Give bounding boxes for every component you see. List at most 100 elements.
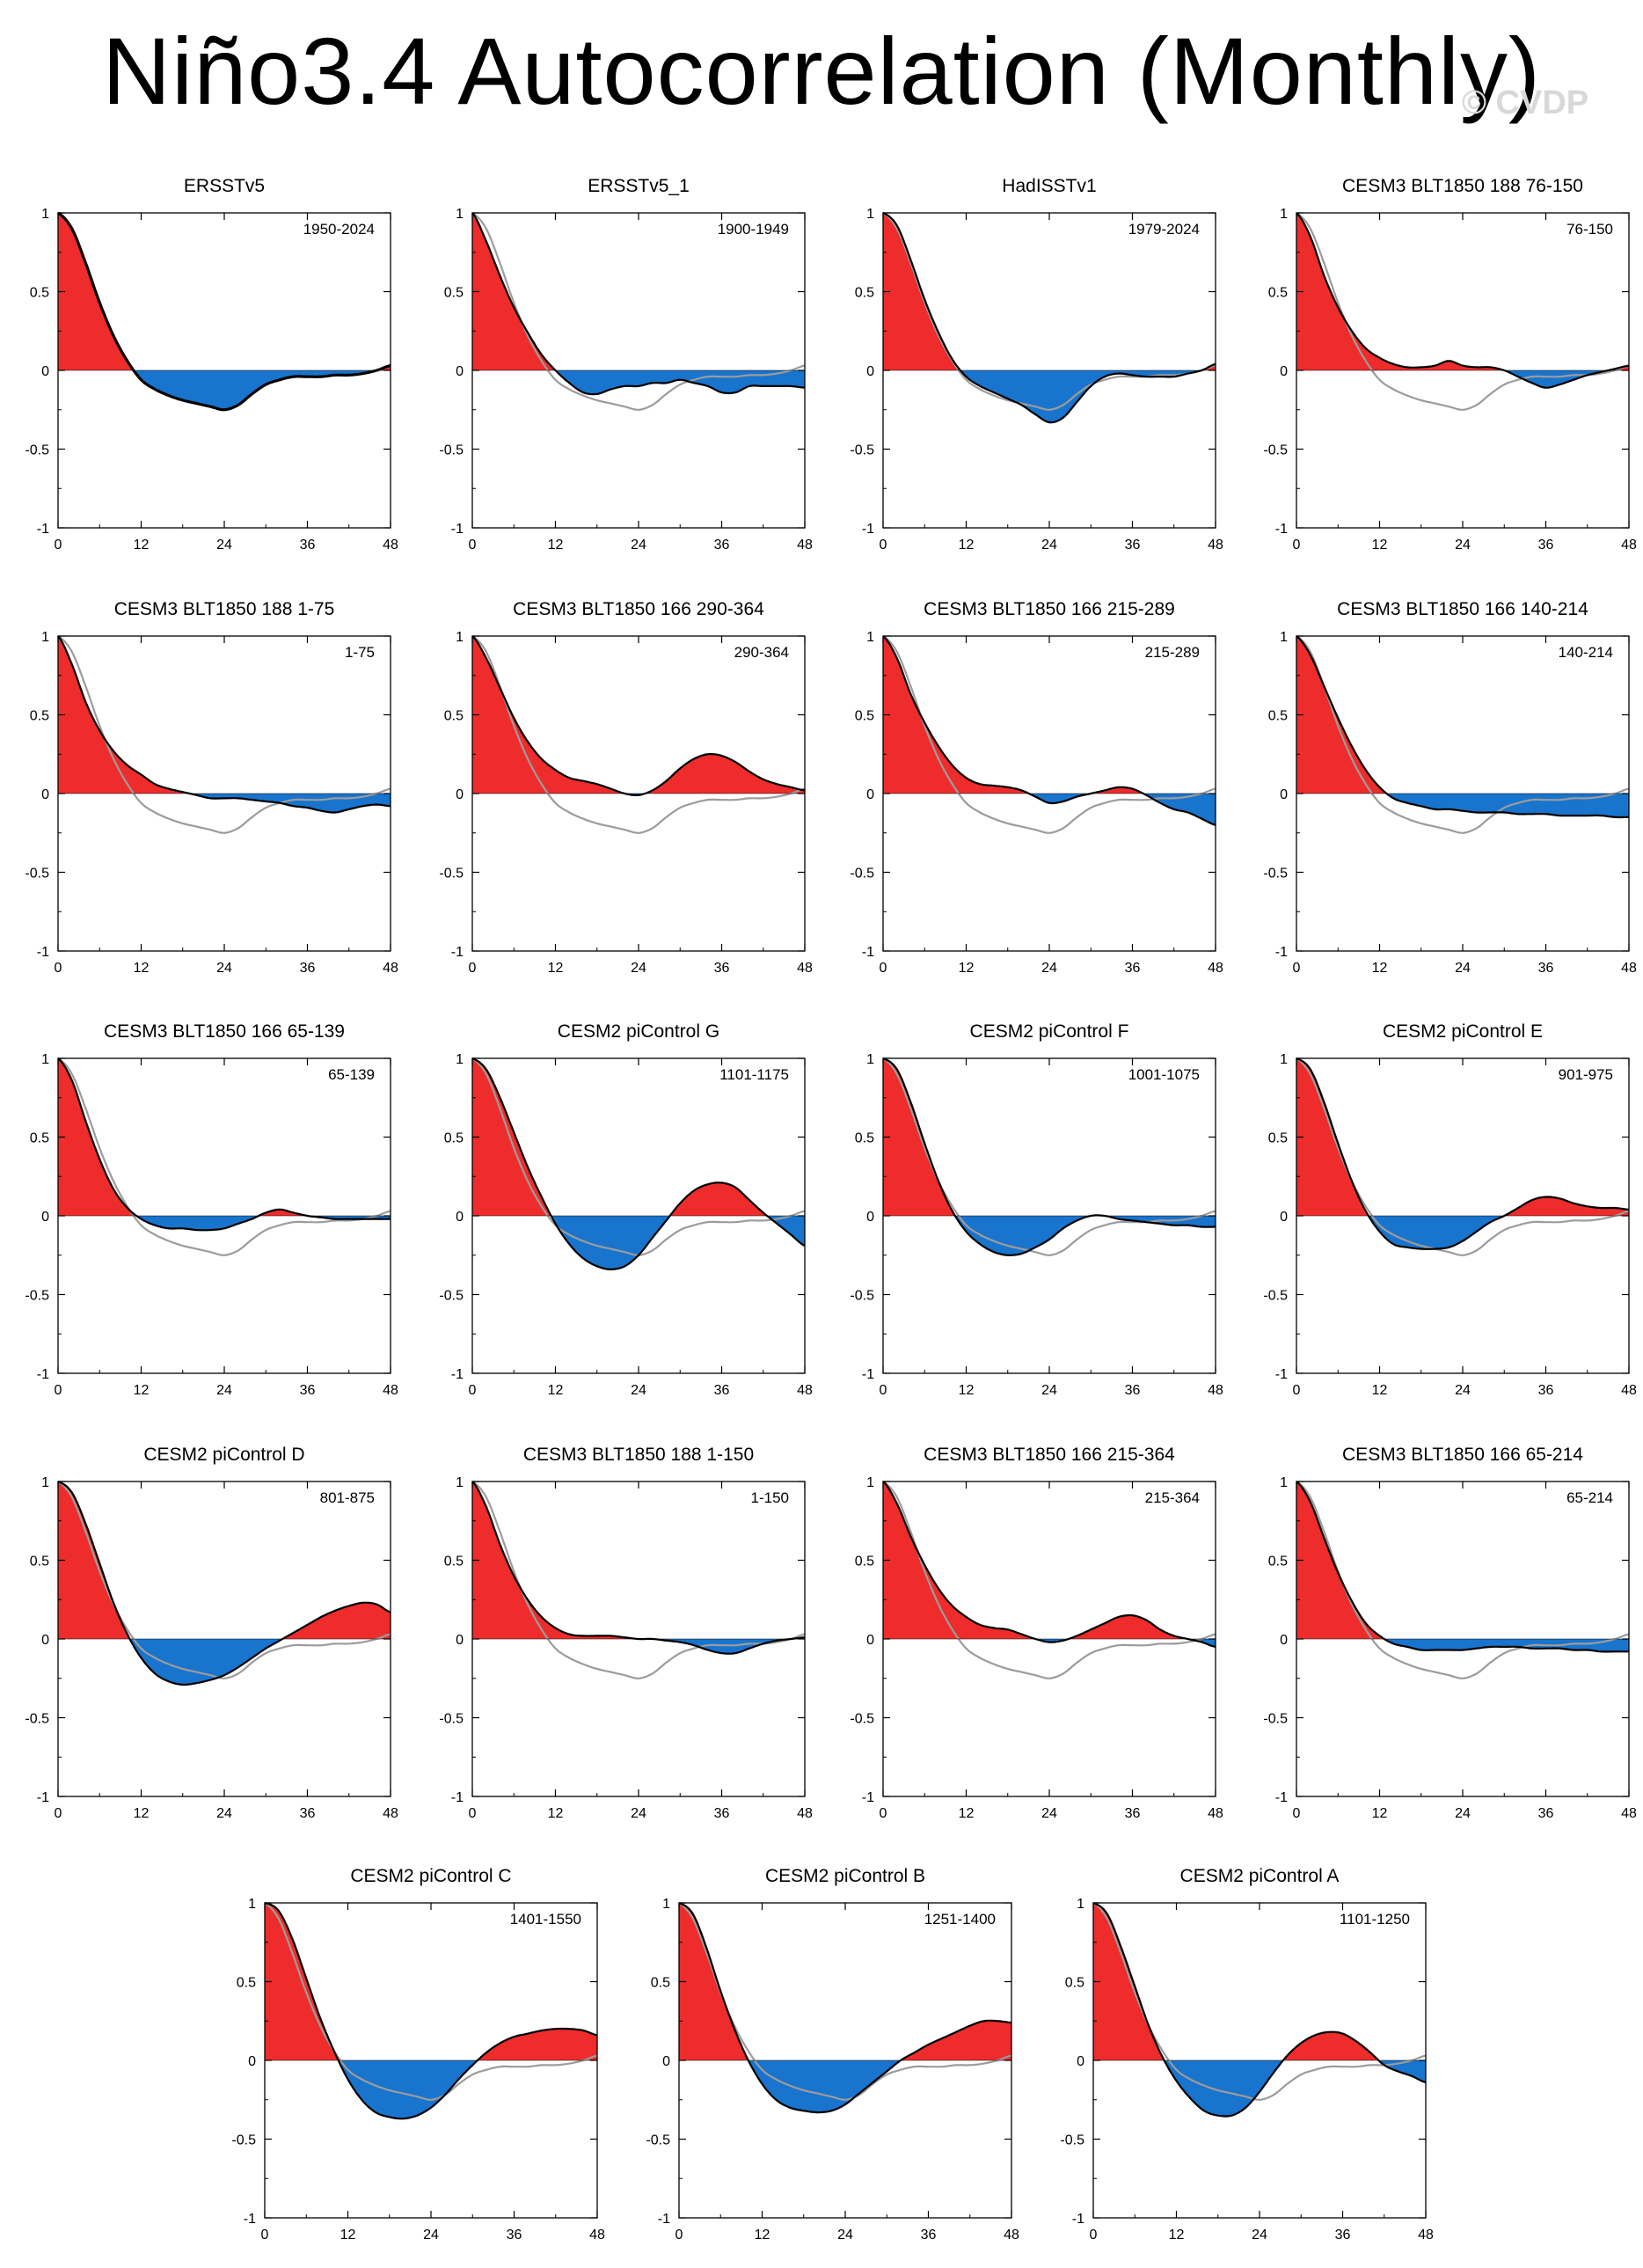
y-tick-label: 1 xyxy=(866,1052,874,1067)
y-tick-label: -0.5 xyxy=(1263,867,1288,882)
x-tick-label: 12 xyxy=(1372,1383,1388,1398)
x-tick-label: 24 xyxy=(1041,961,1057,976)
y-tick-label: 1 xyxy=(456,630,464,645)
y-tick-label: 1 xyxy=(1077,1897,1084,1912)
y-tick-label: 0 xyxy=(866,364,874,379)
series-line xyxy=(1092,1901,1427,2118)
y-tick-label: 0 xyxy=(1280,364,1288,379)
y-tick-label: 0.5 xyxy=(855,286,874,301)
y-tick-label: -1 xyxy=(1275,1790,1288,1805)
chart-panel: 0 12 24 36 48 1 0.5 0 -0.5 -1 CESM2 piControl C 140… xyxy=(231,1866,605,2242)
x-tick-label: 0 xyxy=(1090,2228,1098,2242)
x-tick-label: 36 xyxy=(1125,1806,1141,1821)
reference-line xyxy=(471,1481,806,1679)
y-tick-label: 1 xyxy=(1280,1475,1288,1490)
x-tick-label: 24 xyxy=(837,2228,853,2242)
chart-panel: 0 12 24 36 48 1 0.5 0 -0.5 -1 HadISSTv1 1979-2024 xyxy=(850,176,1223,552)
period-label: 1251-1400 xyxy=(924,1911,996,1928)
y-tick-label: 1 xyxy=(1280,207,1288,222)
reference-line xyxy=(57,635,391,834)
y-tick-label: 0.5 xyxy=(651,1976,670,1991)
reference-line xyxy=(1296,212,1630,411)
x-tick-label: 0 xyxy=(469,538,477,552)
positive-area xyxy=(58,1058,391,1216)
chart-panel: 0 12 24 36 48 1 0.5 0 -0.5 -1 CESM3 BLT1850 166 29… xyxy=(439,599,813,976)
chart-panel: 0 12 24 36 48 1 0.5 0 -0.5 -1 CESM3 BLT1850 166 65… xyxy=(25,1021,398,1398)
y-tick-label: 0.5 xyxy=(444,1555,464,1569)
x-tick-label: 0 xyxy=(675,2228,683,2242)
y-tick-label: 0.5 xyxy=(444,1131,464,1146)
y-tick-label: 0 xyxy=(1280,1633,1288,1648)
period-label: 215-364 xyxy=(1145,1489,1200,1506)
negative-area xyxy=(58,1639,391,1685)
negative-area xyxy=(883,370,1216,423)
x-tick-label: 24 xyxy=(216,961,232,976)
chart-panel: 0 12 24 36 48 1 0.5 0 -0.5 -1 CESM3 BLT1850 166 65… xyxy=(1263,1445,1637,1821)
x-tick-label: 24 xyxy=(423,2228,439,2242)
y-tick-label: -1 xyxy=(1275,945,1288,960)
x-tick-label: 24 xyxy=(216,538,232,552)
x-tick-label: 12 xyxy=(1372,1806,1388,1821)
x-tick-label: 48 xyxy=(1621,1383,1637,1398)
series-line xyxy=(882,211,1216,424)
period-label: 1900-1949 xyxy=(718,221,789,238)
positive-area xyxy=(472,1482,805,1639)
y-tick-label: -1 xyxy=(862,1790,874,1805)
reference-line xyxy=(882,1481,1216,1679)
y-tick-label: 0.5 xyxy=(1268,709,1288,724)
period-label: 1-75 xyxy=(345,644,375,661)
y-tick-label: 1 xyxy=(1280,630,1288,645)
y-tick-label: -0.5 xyxy=(25,1712,49,1727)
panel-title: CESM3 BLT1850 188 76-150 xyxy=(1342,176,1583,196)
y-tick-label: 0 xyxy=(41,1210,49,1225)
x-tick-label: 36 xyxy=(921,2228,937,2242)
series-line xyxy=(57,1057,391,1232)
chart-panel: 0 12 24 36 48 1 0.5 0 -0.5 -1 ERSSTv5 1950-2024 xyxy=(25,176,398,552)
y-tick-label: -0.5 xyxy=(25,867,49,882)
y-tick-label: 0 xyxy=(662,2054,670,2069)
x-tick-label: 0 xyxy=(1293,961,1301,976)
x-tick-label: 12 xyxy=(1372,538,1388,552)
panel-title: CESM3 BLT1850 166 215-364 xyxy=(924,1445,1175,1465)
y-tick-label: -1 xyxy=(1072,2212,1084,2227)
y-tick-label: 1 xyxy=(41,630,49,645)
x-tick-label: 0 xyxy=(880,1806,887,1821)
x-tick-label: 36 xyxy=(1538,1383,1554,1398)
positive-area xyxy=(472,1058,805,1216)
x-tick-label: 36 xyxy=(714,961,730,976)
x-tick-label: 36 xyxy=(1125,538,1141,552)
panel-title: ERSSTv5 xyxy=(184,176,265,196)
y-tick-label: -0.5 xyxy=(646,2133,670,2148)
y-tick-label: 0.5 xyxy=(237,1976,256,1991)
negative-area xyxy=(265,2060,597,2119)
y-tick-label: 0 xyxy=(1280,787,1288,802)
x-tick-label: 48 xyxy=(797,1806,813,1821)
chart-panel: 0 12 24 36 48 1 0.5 0 -0.5 -1 CESM2 piControl A 110… xyxy=(1060,1866,1434,2242)
positive-area xyxy=(1296,213,1629,370)
reference-line xyxy=(57,1057,391,1256)
x-tick-label: 0 xyxy=(469,1806,477,1821)
chart-panel: 0 12 24 36 48 1 0.5 0 -0.5 -1 CESM2 piControl D 801… xyxy=(25,1445,398,1821)
panel-title: CESM2 piControl G xyxy=(558,1021,719,1042)
x-tick-label: 0 xyxy=(55,538,62,552)
y-tick-label: 0 xyxy=(866,1210,874,1225)
panel-title: CESM3 BLT1850 188 1-150 xyxy=(523,1445,754,1465)
x-tick-label: 12 xyxy=(548,538,564,552)
period-label: 1001-1075 xyxy=(1128,1066,1200,1083)
x-tick-label: 24 xyxy=(631,538,646,552)
negative-area xyxy=(472,1216,805,1269)
y-tick-label: 0 xyxy=(456,1633,464,1648)
chart-panel: 0 12 24 36 48 1 0.5 0 -0.5 -1 CESM2 piControl G 110… xyxy=(439,1021,813,1398)
x-tick-label: 36 xyxy=(300,1806,316,1821)
period-label: 76-150 xyxy=(1566,221,1613,238)
y-tick-label: 1 xyxy=(456,1052,464,1067)
x-tick-label: 36 xyxy=(714,1806,730,1821)
reference-line xyxy=(1296,1481,1630,1679)
y-tick-label: -1 xyxy=(451,945,464,960)
period-label: 1979-2024 xyxy=(1128,221,1200,238)
reference-line xyxy=(1296,635,1630,834)
negative-area xyxy=(58,370,391,410)
positive-area xyxy=(883,213,1216,370)
series-line xyxy=(57,635,391,814)
panel-title: CESM3 BLT1850 188 1-75 xyxy=(114,599,335,619)
